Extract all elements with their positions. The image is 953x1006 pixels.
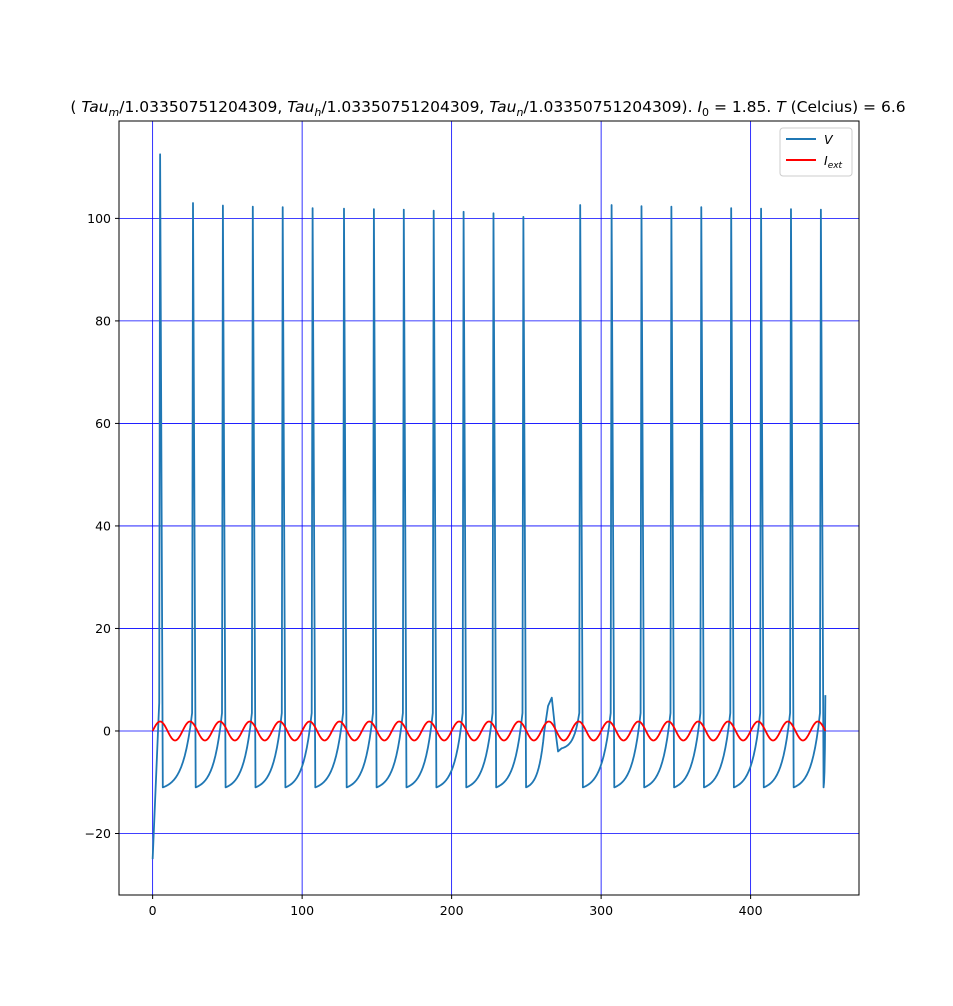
x-tick-label: 400 — [739, 903, 763, 918]
y-tick-label: 40 — [95, 518, 111, 533]
y-tick-label: 100 — [87, 211, 111, 226]
legend: V Iext — [779, 127, 853, 177]
title-t: T — [776, 98, 787, 116]
series-line-v — [151, 153, 827, 860]
title-i0-sub: 0 — [702, 106, 709, 119]
x-tick-label: 0 — [149, 903, 157, 918]
title-tau-n: Tau — [489, 98, 516, 116]
legend-label-iext: Iext — [824, 153, 843, 171]
title-tau-h: Tau — [287, 98, 314, 116]
title-tau-n-sub: n — [516, 106, 523, 119]
series-layer — [151, 153, 827, 860]
title-tau-m: Tau — [81, 98, 108, 116]
grid — [119, 121, 859, 895]
y-tick-label: 20 — [95, 621, 111, 636]
x-tick-label: 100 — [290, 903, 314, 918]
x-axis: 0 100 200 300 400 — [149, 895, 763, 918]
y-tick-label: 0 — [103, 723, 111, 738]
plot-frame — [118, 120, 860, 896]
title-i0: I — [697, 98, 702, 116]
legend-label-v: V — [824, 132, 834, 147]
series-line-iext — [151, 720, 827, 742]
title-tau-n-div: /1.03350751204309). — [523, 98, 697, 116]
title-i0-rest: = 1.85. — [709, 98, 776, 116]
chart-title: ( Taum/1.03350751204309, Tauh/1.03350751… — [70, 98, 905, 119]
title-open: ( — [70, 98, 81, 116]
title-tau-h-div: /1.03350751204309, — [321, 98, 489, 116]
y-tick-label: 80 — [95, 313, 111, 328]
x-tick-label: 200 — [440, 903, 464, 918]
y-tick-label: 60 — [95, 416, 111, 431]
y-axis: −20 0 20 40 60 80 100 — [85, 211, 119, 841]
title-tau-m-sub: m — [109, 106, 120, 119]
y-tick-label: −20 — [85, 826, 111, 841]
x-tick-label: 300 — [589, 903, 613, 918]
title-t-rest: (Celcius) = 6.6 — [786, 98, 906, 116]
title-tau-h-sub: h — [314, 106, 321, 119]
title-tau-m-div: /1.03350751204309, — [119, 98, 287, 116]
